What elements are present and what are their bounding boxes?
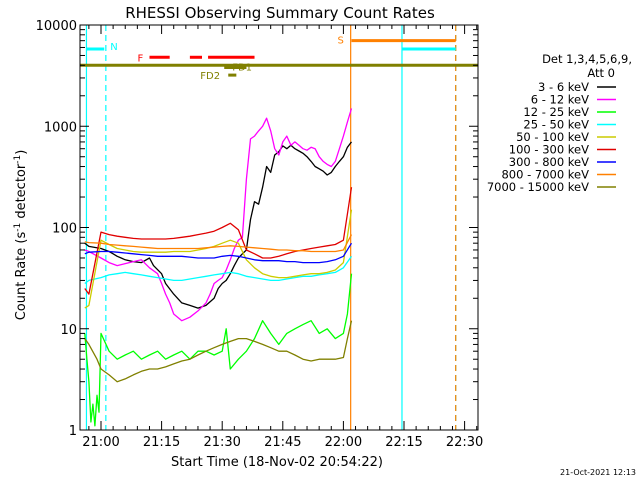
series-line-8 <box>84 234 353 253</box>
saa-label: S <box>337 36 343 47</box>
y-tick-label: 100 <box>52 222 77 237</box>
x-tick-label: 21:00 <box>82 435 119 450</box>
plot-frame <box>79 24 479 431</box>
legend-label: 7000 - 15000 keV <box>487 180 589 194</box>
x-tick-label: 21:15 <box>143 435 180 450</box>
legend-label: 50 - 100 keV <box>516 130 589 144</box>
y-tick-label: 1 <box>69 424 77 439</box>
chart-title: RHESSI Observing Summary Count Rates <box>125 4 435 22</box>
legend-label: 12 - 25 keV <box>523 105 589 119</box>
series-line-9 <box>84 320 353 383</box>
series-line-1 <box>84 141 353 309</box>
axes: 1 10 100 1000 10000 21:00 21:15 21:30 21:45 22:00… <box>36 19 484 450</box>
series-line-2 <box>84 108 353 322</box>
fd2-label: FD2 <box>200 71 220 82</box>
legend-label: 100 - 300 keV <box>509 143 589 157</box>
x-tick-label: 22:15 <box>385 435 422 450</box>
y-tick-label: 10000 <box>36 19 77 34</box>
fd1-label: FD1 <box>232 63 252 74</box>
flare-label: F <box>137 53 143 64</box>
legend-title-attenuator: Att 0 <box>587 66 615 80</box>
legend-label: 25 - 50 keV <box>523 118 589 132</box>
legend-label: 300 - 800 keV <box>509 155 589 169</box>
timestamp: 21-Oct-2021 12:13 <box>560 468 636 477</box>
y-tick-label: 10 <box>60 323 77 338</box>
x-tick-label: 21:45 <box>264 435 301 450</box>
series-line-4 <box>84 255 353 285</box>
x-tick-label: 22:00 <box>325 435 362 450</box>
legend-label: 800 - 7000 keV <box>501 168 589 182</box>
x-tick-label: 21:30 <box>203 435 240 450</box>
x-tick-label: 22:30 <box>446 435 483 450</box>
y-axis-label: Count Rate (s-1 detector-1) <box>13 150 29 321</box>
series-line-3 <box>84 273 353 427</box>
series-line-7 <box>84 242 353 264</box>
annotations: N S F FD1 FD2 <box>80 25 478 430</box>
y-tick-label: 1000 <box>44 120 77 135</box>
series-line-6 <box>84 187 353 295</box>
night-label: N <box>110 42 117 53</box>
legend-title-detectors: Det 1,3,4,5,6,9, <box>542 52 632 66</box>
series-lines <box>84 108 353 427</box>
legend-label: 6 - 12 keV <box>531 93 589 107</box>
legend-label: 3 - 6 keV <box>538 80 589 94</box>
x-axis-label: Start Time (18-Nov-02 20:54:22) <box>171 455 383 470</box>
series-line-5 <box>84 209 353 309</box>
